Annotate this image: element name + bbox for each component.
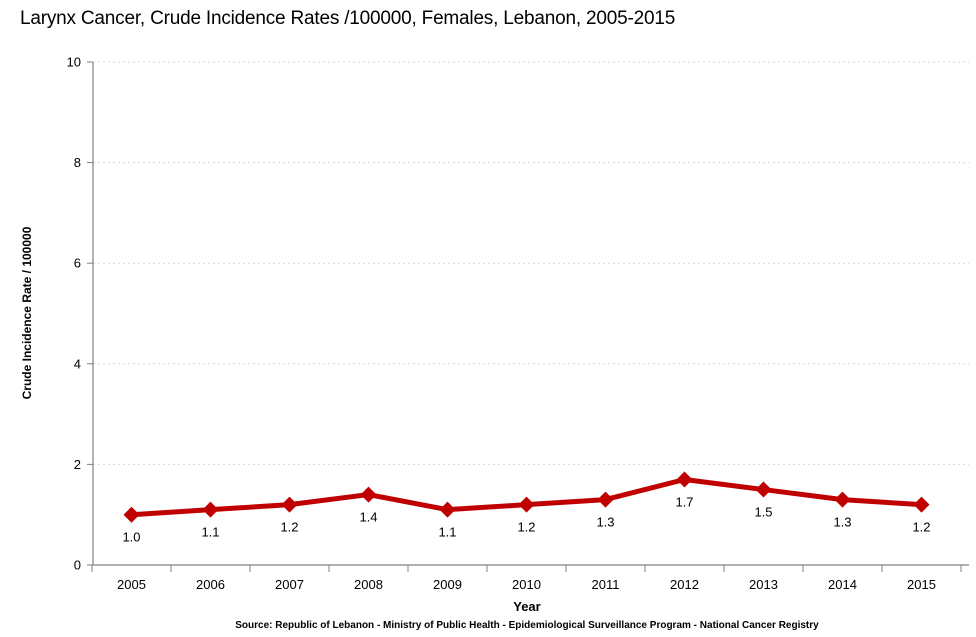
x-tick-label: 2014: [828, 577, 857, 592]
data-label-2005: 1.0: [122, 530, 140, 545]
data-label-2007: 1.2: [280, 520, 298, 535]
y-tick-label: 0: [74, 558, 81, 573]
data-point-2015: [913, 496, 930, 513]
x-tick-label: 2015: [907, 577, 936, 592]
data-point-2009: [439, 501, 456, 518]
x-tick-label: 2012: [670, 577, 699, 592]
y-tick-label: 6: [74, 256, 81, 271]
data-label-2012: 1.7: [675, 494, 693, 509]
data-point-2012: [676, 471, 693, 488]
data-point-2011: [597, 491, 614, 508]
y-tick-label: 2: [74, 457, 81, 472]
x-tick-label: 2011: [592, 577, 620, 592]
x-tick-label: 2010: [512, 577, 541, 592]
y-tick-label: 4: [74, 356, 81, 371]
data-label-2009: 1.1: [438, 525, 456, 540]
data-point-2010: [518, 496, 535, 513]
data-label-2014: 1.3: [833, 515, 851, 530]
data-point-2013: [755, 481, 772, 498]
data-label-2006: 1.1: [201, 525, 219, 540]
data-label-2008: 1.4: [359, 510, 377, 525]
x-tick-label: 2013: [749, 577, 778, 592]
y-tick-label: 8: [74, 155, 81, 170]
data-label-2013: 1.5: [754, 505, 772, 520]
x-tick-label: 2005: [117, 577, 146, 592]
x-axis-title: Year: [513, 599, 541, 614]
data-point-2008: [360, 486, 377, 503]
data-label-2010: 1.2: [517, 520, 535, 535]
x-tick-label: 2009: [433, 577, 462, 592]
x-tick-label: 2006: [196, 577, 225, 592]
data-point-2007: [281, 496, 298, 513]
y-tick-label: 10: [67, 55, 81, 70]
data-point-2005: [123, 506, 140, 523]
data-point-2014: [834, 491, 851, 508]
data-label-2015: 1.2: [912, 520, 930, 535]
data-label-2011: 1.3: [596, 515, 614, 530]
x-tick-label: 2008: [354, 577, 383, 592]
x-tick-label: 2007: [275, 577, 304, 592]
data-point-2006: [202, 501, 219, 518]
chart-title: Larynx Cancer, Crude Incidence Rates /10…: [20, 8, 676, 29]
source-note: Source: Republic of Lebanon - Ministry o…: [235, 620, 819, 631]
